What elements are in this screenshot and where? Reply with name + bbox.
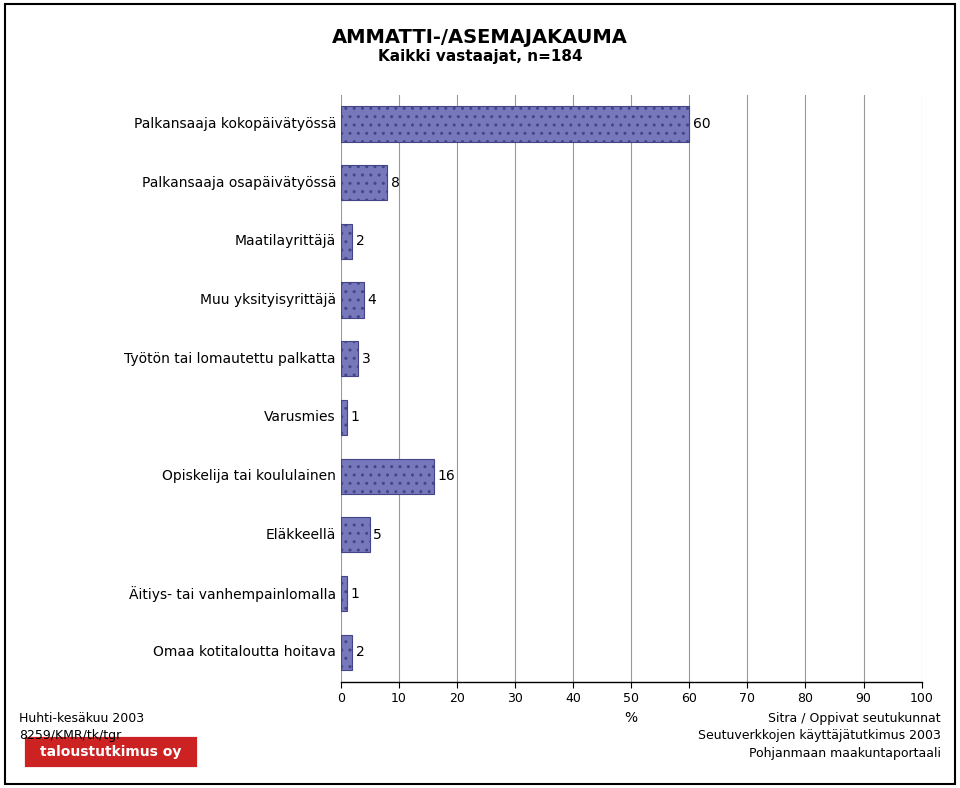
Bar [341,517,370,552]
Bar [341,459,434,494]
Text: 16: 16 [437,469,455,483]
Text: Opiskelija tai koululainen: Opiskelija tai koululainen [162,469,336,483]
Bar [341,400,347,435]
Text: Omaa kotitaloutta hoitava: Omaa kotitaloutta hoitava [154,645,336,660]
Bar [341,634,352,670]
Text: 2: 2 [356,645,365,660]
Text: 2: 2 [356,234,365,248]
FancyBboxPatch shape [23,735,198,768]
Bar [341,576,347,611]
Text: Kaikki vastaajat, n=184: Kaikki vastaajat, n=184 [377,49,583,65]
Text: 5: 5 [373,528,382,542]
Bar [341,106,689,142]
Text: taloustutkimus oy: taloustutkimus oy [39,745,181,759]
Text: 1: 1 [350,411,359,425]
Bar [341,282,364,318]
Text: AMMATTI-/ASEMAJAKAUMA: AMMATTI-/ASEMAJAKAUMA [332,28,628,47]
Text: Huhti-kesäkuu 2003: Huhti-kesäkuu 2003 [19,712,144,725]
Text: Palkansaaja kokopäivätyössä: Palkansaaja kokopäivätyössä [133,117,336,131]
Text: 1: 1 [350,586,359,600]
Text: Varusmies: Varusmies [264,411,336,425]
Bar [341,165,387,200]
Text: Pohjanmaan maakuntaportaali: Pohjanmaan maakuntaportaali [749,747,941,760]
Text: Maatilayrittäjä: Maatilayrittäjä [235,234,336,248]
Text: 8: 8 [391,176,399,190]
Text: 4: 4 [368,293,376,307]
Bar [341,341,358,377]
Text: Eläkkeellä: Eläkkeellä [266,528,336,542]
Text: Palkansaaja osapäivätyössä: Palkansaaja osapäivätyössä [141,176,336,190]
Text: Muu yksityisyrittäjä: Muu yksityisyrittäjä [200,293,336,307]
Text: Sitra / Oppivat seutukunnat: Sitra / Oppivat seutukunnat [768,712,941,725]
Text: Työtön tai lomautettu palkatta: Työtön tai lomautettu palkatta [125,351,336,366]
X-axis label: %: % [625,711,637,725]
Bar [341,224,352,259]
Text: 60: 60 [693,117,710,131]
Text: Seutuverkkojen käyttäjätutkimus 2003: Seutuverkkojen käyttäjätutkimus 2003 [698,730,941,742]
Text: Äitiys- tai vanhempainlomalla: Äitiys- tai vanhempainlomalla [129,585,336,601]
Text: 8259/KMR/tk/tgr: 8259/KMR/tk/tgr [19,730,122,742]
Text: 3: 3 [362,351,371,366]
